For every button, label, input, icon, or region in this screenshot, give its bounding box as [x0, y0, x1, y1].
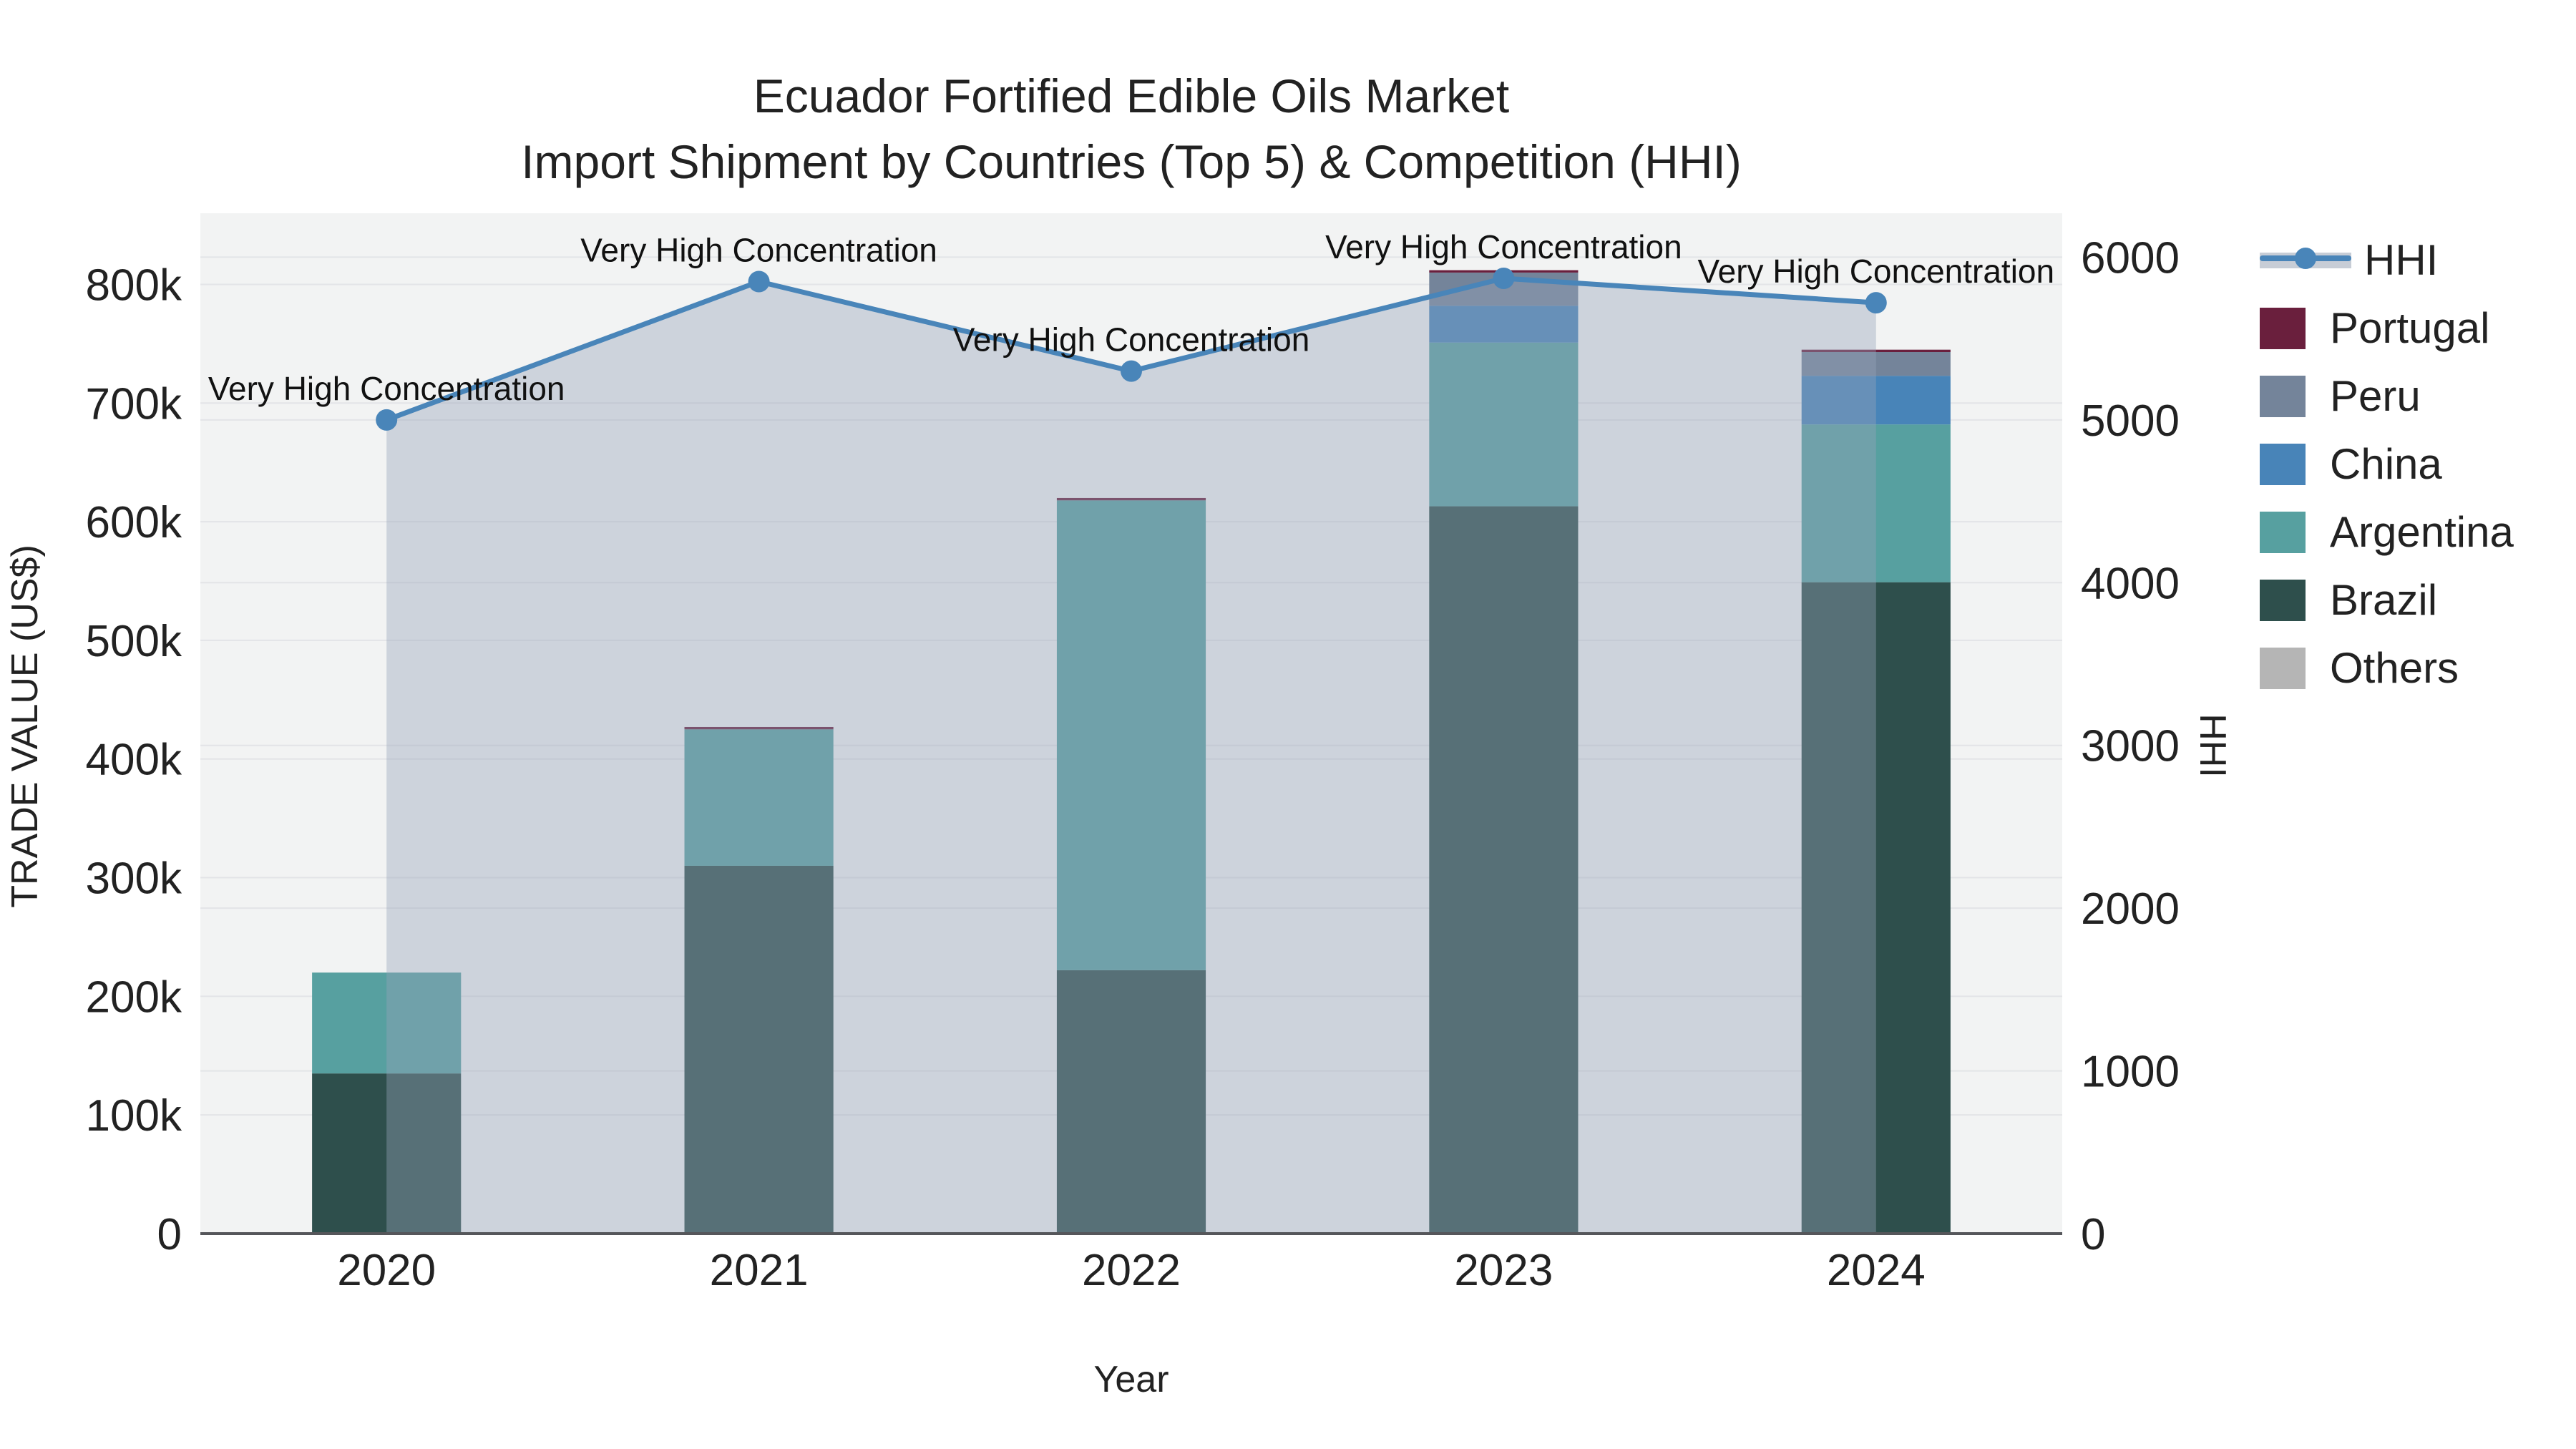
y-left-tick-700k: 700k — [86, 379, 182, 429]
x-tick-2023: 2023 — [1454, 1246, 1553, 1295]
legend-item-china[interactable]: China — [2260, 430, 2514, 498]
y-axis-title-right: HHI — [2192, 713, 2233, 778]
y-left-tick-500k: 500k — [86, 617, 182, 666]
legend-label-argentina: Argentina — [2330, 508, 2514, 556]
legend-item-argentina[interactable]: Argentina — [2260, 498, 2514, 566]
y-left-tick-200k: 200k — [86, 972, 182, 1022]
x-tick-2024: 2024 — [1827, 1246, 1926, 1295]
legend-swatch-peru — [2260, 375, 2306, 417]
hhi-marker-2022 — [1121, 360, 1142, 382]
y-left-tick-300k: 300k — [86, 854, 182, 904]
bar-segment-brazil-2022 — [1056, 970, 1206, 1234]
bar-segment-argentina-2021 — [684, 729, 834, 866]
y-right-tick-1000: 1000 — [2081, 1048, 2180, 1097]
bar-segment-argentina-2023 — [1429, 342, 1579, 507]
bar-segment-argentina-2024 — [1801, 424, 1951, 582]
bar-segment-peru-2024 — [1801, 352, 1951, 376]
legend-swatch-others — [2260, 647, 2306, 689]
legend-label-others: Others — [2330, 644, 2459, 692]
bar-segment-brazil-2020 — [312, 1073, 462, 1234]
legend: HHI Portugal Peru China Argentina Brazil Other… — [2260, 226, 2514, 702]
y-right-tick-3000: 3000 — [2081, 722, 2180, 771]
bar-segment-argentina-2022 — [1056, 500, 1206, 970]
annotation-2020: Very High Concentration — [208, 370, 565, 407]
hhi-area-fill — [386, 278, 1876, 1234]
legend-label-portugal: Portugal — [2330, 304, 2490, 352]
legend-item-hhi[interactable]: HHI — [2260, 226, 2514, 294]
legend-item-portugal[interactable]: Portugal — [2260, 294, 2514, 362]
bar-segment-brazil-2024 — [1801, 582, 1951, 1234]
legend-label-brazil: Brazil — [2330, 576, 2438, 624]
y-right-tick-4000: 4000 — [2081, 559, 2180, 608]
legend-item-brazil[interactable]: Brazil — [2260, 566, 2514, 634]
y-left-tick-800k: 800k — [86, 260, 182, 310]
y-left-tick-0: 0 — [157, 1210, 182, 1259]
legend-swatch-brazil — [2260, 579, 2306, 621]
x-tick-2020: 2020 — [337, 1246, 436, 1295]
y-right-tick-6000: 6000 — [2081, 233, 2180, 283]
legend-item-peru[interactable]: Peru — [2260, 362, 2514, 430]
bar-segment-portugal-2021 — [684, 726, 834, 730]
legend-swatch-china — [2260, 443, 2306, 485]
y-left-tick-100k: 100k — [86, 1091, 182, 1141]
bar-segment-brazil-2021 — [684, 865, 834, 1234]
y-right-tick-5000: 5000 — [2081, 396, 2180, 446]
hhi-marker-2024 — [1865, 292, 1887, 314]
annotation-2023: Very High Concentration — [1325, 228, 1682, 265]
annotation-2024: Very High Concentration — [1697, 253, 2054, 290]
x-tick-2022: 2022 — [1082, 1246, 1181, 1295]
chart-title: Ecuador Fortified Edible Oils Market Imp… — [0, 63, 2263, 195]
bar-segment-portugal-2022 — [1056, 497, 1206, 501]
annotation-2022: Very High Concentration — [953, 321, 1310, 358]
y-left-tick-600k: 600k — [86, 498, 182, 547]
y-right-tick-0: 0 — [2081, 1210, 2105, 1259]
hhi-marker-2021 — [748, 270, 770, 293]
bar-segment-brazil-2023 — [1429, 506, 1579, 1234]
bar-segment-argentina-2020 — [312, 972, 462, 1074]
chart-title-line1: Ecuador Fortified Edible Oils Market — [753, 69, 1510, 122]
legend-swatch-argentina — [2260, 511, 2306, 553]
bar-segment-china-2024 — [1801, 376, 1951, 425]
chart-title-line2: Import Shipment by Countries (Top 5) & C… — [521, 135, 1742, 188]
hhi-line-sample-icon — [2260, 240, 2351, 281]
legend-label-hhi: HHI — [2364, 236, 2439, 284]
bar-segment-portugal-2024 — [1801, 349, 1951, 353]
x-tick-2021: 2021 — [710, 1246, 809, 1295]
y-axis-title-left: TRADE VALUE (US$) — [4, 545, 46, 908]
legend-item-others[interactable]: Others — [2260, 634, 2514, 702]
annotation-2021: Very High Concentration — [580, 232, 937, 269]
x-axis-title: Year — [1093, 1359, 1169, 1400]
hhi-marker-2023 — [1493, 267, 1515, 289]
legend-label-china: China — [2330, 440, 2442, 488]
y-right-tick-2000: 2000 — [2081, 884, 2180, 934]
legend-swatch-portugal — [2260, 307, 2306, 349]
legend-label-peru: Peru — [2330, 372, 2421, 420]
bar-segment-china-2023 — [1429, 306, 1579, 343]
hhi-marker-2020 — [376, 409, 398, 431]
y-left-tick-400k: 400k — [86, 736, 182, 785]
